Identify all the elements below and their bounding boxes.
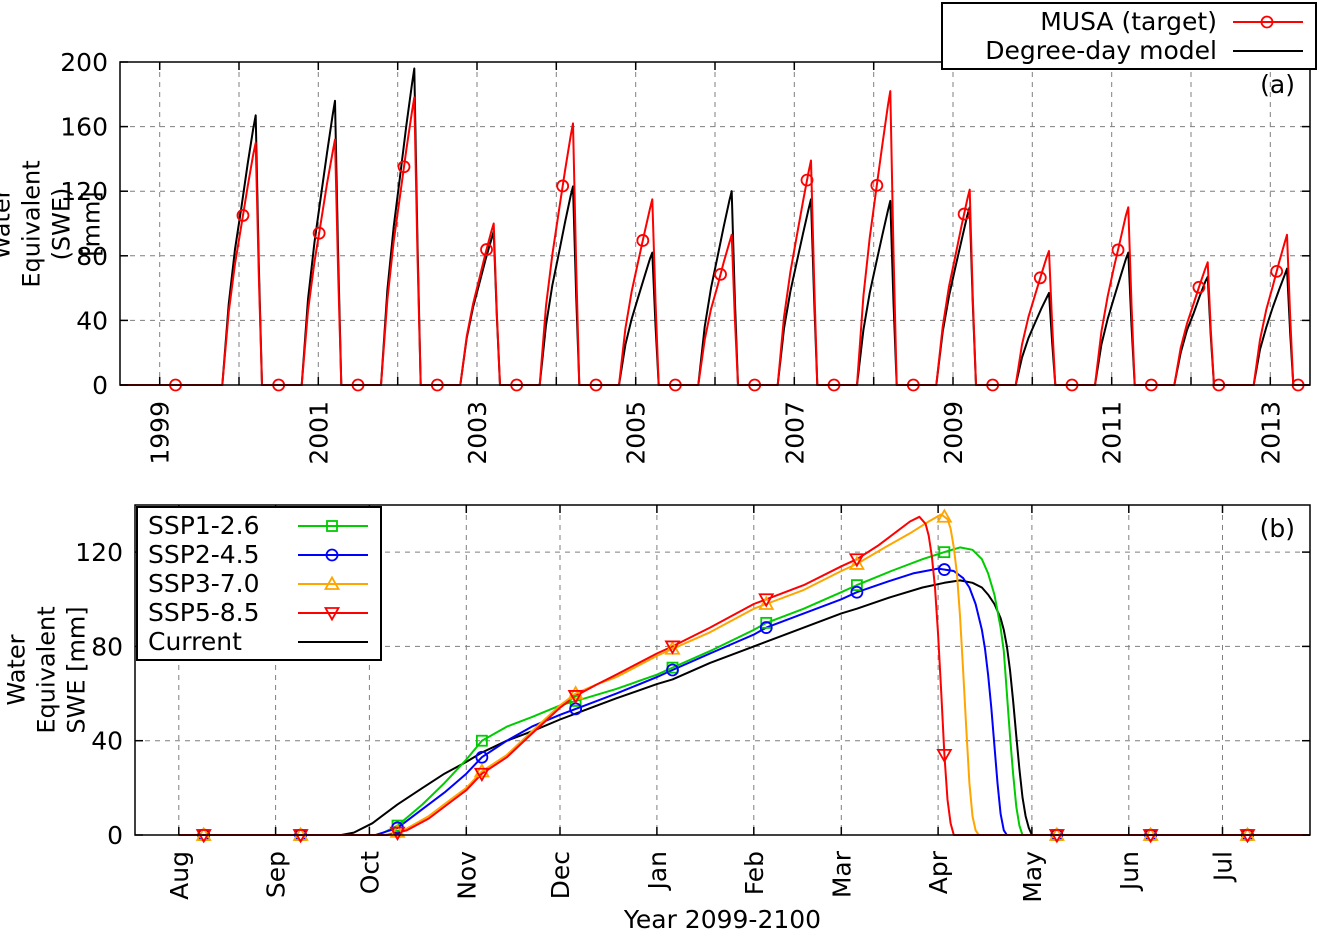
y-tick-label: 40 — [76, 306, 108, 335]
panel-a-ylabel: Snow Water Equivalent (SWE) [mm] — [0, 62, 106, 385]
series-current — [178, 579, 1310, 836]
panel-b-xlabel: Year 2099-2100 — [623, 905, 822, 934]
y-tick-label: 0 — [92, 371, 108, 400]
panel-a-chart: 0 40 80 120 160 200 1999 2001 2003 2005 2007 2009 20… — [60, 48, 1311, 465]
x-tick-label: Aug — [165, 851, 194, 900]
legend-label: SSP2-4.5 — [148, 540, 260, 569]
legend-label: SSP3-7.0 — [148, 569, 260, 598]
x-tick-label: Mar — [827, 850, 856, 898]
legend-item-degree-day-model: Degree-day model — [953, 36, 1305, 65]
x-tick-label: Nov — [452, 851, 481, 900]
legend-item-ssp1-2-6: SSP1-2.6 — [148, 511, 370, 540]
legend-sample — [1233, 15, 1303, 28]
x-tick-label: Oct — [355, 851, 384, 894]
x-tick-label: 2011 — [1098, 401, 1127, 465]
panel-b-ylabel: Snow Water Equivalent SWE [mm] — [0, 505, 91, 835]
y-tick-label: 120 — [60, 177, 108, 206]
legend-sample — [298, 575, 368, 590]
x-tick-label: Dec — [546, 851, 575, 899]
x-tick-label: Apr — [924, 850, 953, 894]
series-ssp3-7-0 — [178, 513, 1310, 836]
y-tick-label: 80 — [76, 242, 108, 271]
legend-item-current: Current — [148, 627, 370, 656]
legend-label: Current — [148, 627, 242, 656]
legend-label: SSP5-8.5 — [148, 598, 260, 627]
legend-item-musa-target: MUSA (target) — [953, 7, 1305, 36]
panel-a-tag: (a) — [1260, 70, 1295, 99]
panel-b-chart: 0 40 80 120 Aug Sep Oct Nov Dec Jan Feb Mar Apr May Ju… — [75, 504, 1311, 903]
legend-sample — [298, 519, 368, 532]
x-tick-label: Jan — [643, 851, 672, 892]
legend-sample — [298, 606, 368, 621]
x-tick-label: Sep — [262, 851, 291, 898]
series-ssp2-4-5 — [178, 567, 1310, 836]
panel-b-frame — [134, 504, 1311, 836]
y-tick-label: 0 — [107, 821, 123, 850]
legend-sample — [298, 548, 368, 561]
series-ssp5-8-5 — [178, 515, 1310, 836]
x-tick-label: May — [1018, 851, 1047, 903]
x-tick-label: 2001 — [304, 401, 333, 465]
panel-a-legend: MUSA (target) Degree-day model — [941, 2, 1317, 70]
y-tick-label: 80 — [91, 632, 123, 661]
y-tick-label: 120 — [75, 538, 123, 567]
x-tick-label: 2005 — [622, 401, 651, 465]
legend-item-ssp3-7-0: SSP3-7.0 — [148, 569, 370, 598]
x-tick-label: 2009 — [939, 401, 968, 465]
panel-b-tag: (b) — [1259, 514, 1295, 543]
x-tick-label: Feb — [740, 851, 769, 895]
x-tick-label: Jun — [1115, 851, 1144, 892]
legend-sample — [1233, 49, 1303, 52]
x-tick-label: Jul — [1209, 851, 1238, 883]
legend-label: Degree-day model — [985, 36, 1217, 65]
y-tick-label: 200 — [60, 48, 108, 77]
x-tick-label: 2003 — [463, 401, 492, 465]
y-tick-label: 160 — [60, 113, 108, 142]
legend-item-ssp5-8-5: SSP5-8.5 — [148, 598, 370, 627]
legend-label: MUSA (target) — [1040, 7, 1217, 36]
y-tick-label: 40 — [91, 727, 123, 756]
series-ssp1-2-6 — [178, 546, 1310, 836]
x-tick-label: 2007 — [780, 401, 809, 465]
legend-label: SSP1-2.6 — [148, 511, 260, 540]
legend-sample — [298, 640, 368, 643]
legend-item-ssp2-4-5: SSP2-4.5 — [148, 540, 370, 569]
panel-b-legend: SSP1-2.6 SSP2-4.5 SSP3-7.0 SSP5-8.5 Current — [136, 506, 382, 661]
panel-b-ylabel-text: Snow Water Equivalent SWE [mm] — [0, 606, 92, 734]
x-tick-label: 2013 — [1256, 401, 1285, 465]
panel-a-ylabel-text: Snow Water Equivalent (SWE) [mm] — [0, 159, 107, 288]
x-tick-label: 1999 — [146, 401, 175, 465]
